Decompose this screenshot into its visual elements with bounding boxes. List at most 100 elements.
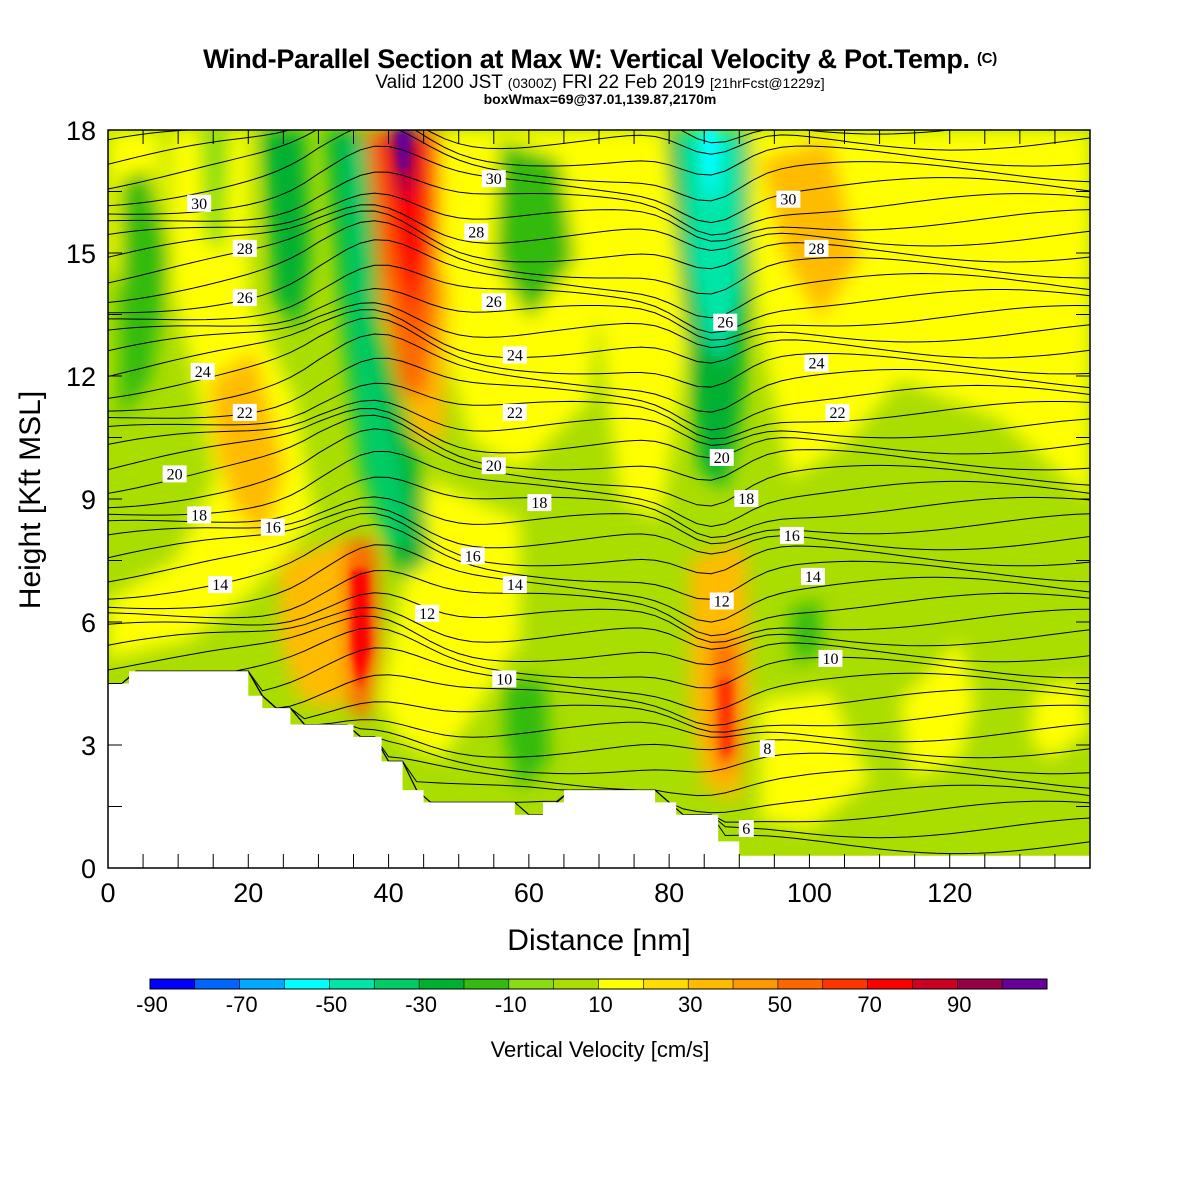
theta-contour-line xyxy=(108,607,1090,650)
theta-contour-line xyxy=(108,670,1090,727)
colorbar-swatch xyxy=(419,979,465,989)
contour-label-bg xyxy=(232,289,257,307)
colorbar-swatch xyxy=(150,979,196,989)
colorbar-swatch xyxy=(1002,979,1048,989)
theta-contour-line xyxy=(108,399,1090,446)
contour-label-bg xyxy=(734,490,759,507)
theta-contour-line xyxy=(108,130,955,144)
x-tick-label: 20 xyxy=(233,878,263,908)
axis-tick-labels: 0 20 40 60 80 100 120 0 3 6 9 12 15 18 xyxy=(66,116,972,908)
contour-label-bg xyxy=(779,526,804,544)
colorbar-tick-label: 30 xyxy=(678,992,702,1017)
contour-label-bg xyxy=(825,403,850,421)
contour-label: 8 xyxy=(763,741,771,758)
colorbar-swatch xyxy=(733,979,779,989)
axis-ticks xyxy=(107,129,1091,869)
colorbar-swatch xyxy=(688,979,734,989)
contour-label: 16 xyxy=(465,548,481,565)
field-region xyxy=(345,140,410,545)
theta-contour-line xyxy=(108,512,1090,583)
theta-contour-line xyxy=(108,130,1090,207)
theta-contour-line xyxy=(108,302,1090,352)
contour-label: 24 xyxy=(507,348,523,365)
y-tick-label: 18 xyxy=(66,116,96,146)
theta-contour-line xyxy=(108,287,1090,341)
colorbar-swatch xyxy=(284,979,330,989)
theta-contour-line xyxy=(108,382,1090,440)
contour-label-bg xyxy=(738,820,754,838)
contour-label: 18 xyxy=(191,507,207,524)
colorbar-swatch xyxy=(239,979,286,989)
theta-contour-line xyxy=(108,647,1090,712)
contour-label: 18 xyxy=(531,495,547,512)
colorbar-tick-label: 70 xyxy=(857,992,881,1017)
colorbar-tick-label: 50 xyxy=(768,992,792,1017)
terrain-mask xyxy=(108,671,1090,868)
field-region xyxy=(1030,680,1090,760)
chart-title: Wind-Parallel Section at Max W: Vertical… xyxy=(203,44,997,74)
y-tick-label: 9 xyxy=(81,485,96,515)
colorbar-swatch xyxy=(957,979,1003,989)
theta-contour-line xyxy=(108,210,1090,284)
theta-contour-line xyxy=(108,333,1090,413)
contour-label-bg xyxy=(232,239,257,257)
contour-label: 24 xyxy=(808,356,824,373)
x-tick-label: 0 xyxy=(100,878,115,908)
contour-label-bg xyxy=(481,457,506,475)
contour-label-bg xyxy=(818,649,843,667)
x-tick-label: 100 xyxy=(787,878,832,908)
contour-label-bg xyxy=(759,740,775,758)
theta-contour-line xyxy=(108,414,1090,494)
x-tick-label: 120 xyxy=(927,878,972,908)
valid-time-line: Valid 1200 JST (0300Z) FRI 22 Feb 2019 [… xyxy=(375,72,825,93)
terrain-fill xyxy=(108,671,1090,868)
contour-label-bg xyxy=(187,506,212,524)
colorbar-swatch xyxy=(643,979,689,989)
vertical-velocity-field xyxy=(108,130,1090,868)
colorbar-title: Vertical Velocity [cm/s] xyxy=(491,1037,710,1062)
field-region xyxy=(760,140,860,320)
contour-label-bg xyxy=(464,223,489,241)
colorbar-swatch xyxy=(822,979,869,989)
colorbar: -90 -70 -50 -30 -10 10 30 50 70 90 xyxy=(136,978,1048,1017)
x-axis-title: Distance [nm] xyxy=(507,924,690,957)
contour-label: 16 xyxy=(784,528,800,545)
contour-label: 14 xyxy=(212,577,228,594)
contour-label: 12 xyxy=(714,594,730,611)
contour-label-bg xyxy=(190,362,215,380)
colorbar-tick-label: 10 xyxy=(588,992,612,1017)
theta-contour-line xyxy=(108,317,1090,399)
field-region xyxy=(495,140,575,320)
colorbar-tick-label: -90 xyxy=(136,992,168,1017)
contour-label: 6 xyxy=(742,821,750,838)
theta-contour-line xyxy=(108,627,1090,689)
contour-label-bg xyxy=(208,576,233,594)
contour-label: 28 xyxy=(468,225,484,242)
contour-label-bg xyxy=(260,518,285,536)
field-region xyxy=(280,540,360,710)
contour-label: 20 xyxy=(714,450,730,467)
contour-label: 28 xyxy=(237,241,253,258)
contour-label: 26 xyxy=(717,315,733,332)
contour-label-bg xyxy=(415,604,440,622)
contour-label: 16 xyxy=(265,520,281,537)
contour-label-bg xyxy=(481,170,506,188)
y-tick-label: 3 xyxy=(81,731,96,761)
theta-contour-line xyxy=(108,428,1090,509)
field-region xyxy=(718,680,732,760)
theta-contour-line xyxy=(108,220,1090,303)
contour-label-bg xyxy=(804,354,829,372)
theta-contour-line xyxy=(108,407,1090,471)
x-tick-label: 40 xyxy=(374,878,404,908)
contour-label: 20 xyxy=(486,458,502,475)
contour-label: 22 xyxy=(507,405,523,422)
theta-contour-line xyxy=(108,264,1090,334)
contour-label-bg xyxy=(481,293,506,311)
contour-label: 26 xyxy=(486,294,502,311)
contour-label-bg xyxy=(776,190,801,208)
y-axis-title: Height [Kft MSL] xyxy=(14,391,47,609)
colorbar-swatch xyxy=(194,979,241,989)
theta-contour-line xyxy=(108,130,1090,190)
colorbar-swatch xyxy=(777,979,824,989)
chart-title-block: Wind-Parallel Section at Max W: Vertical… xyxy=(0,44,1200,107)
